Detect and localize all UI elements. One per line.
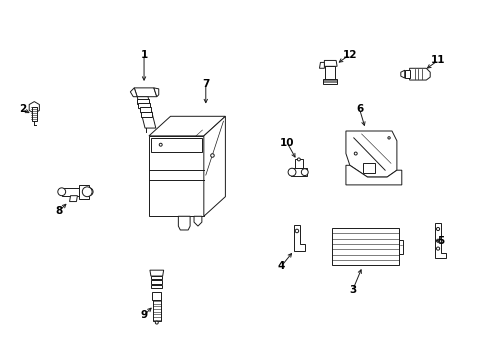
- Circle shape: [301, 169, 307, 176]
- Polygon shape: [319, 62, 324, 68]
- Circle shape: [436, 239, 439, 242]
- Text: 1: 1: [140, 50, 147, 59]
- Polygon shape: [134, 88, 157, 97]
- Polygon shape: [149, 116, 225, 136]
- Circle shape: [387, 137, 389, 139]
- Polygon shape: [137, 99, 149, 104]
- Polygon shape: [139, 107, 151, 112]
- Polygon shape: [69, 196, 77, 202]
- Polygon shape: [434, 223, 445, 258]
- Polygon shape: [138, 103, 150, 108]
- Polygon shape: [151, 280, 162, 284]
- Polygon shape: [323, 79, 336, 84]
- Polygon shape: [151, 276, 162, 279]
- Text: 9: 9: [140, 310, 147, 320]
- Bar: [32, 107, 37, 121]
- Bar: [331, 228, 398, 265]
- Polygon shape: [130, 88, 137, 97]
- Polygon shape: [150, 270, 163, 276]
- Polygon shape: [325, 66, 334, 82]
- Polygon shape: [154, 88, 159, 97]
- Text: 11: 11: [430, 55, 445, 66]
- Circle shape: [82, 187, 92, 197]
- Circle shape: [159, 143, 162, 146]
- Text: 7: 7: [202, 79, 209, 89]
- Polygon shape: [141, 112, 152, 117]
- Polygon shape: [345, 165, 401, 185]
- Polygon shape: [203, 116, 225, 216]
- Polygon shape: [404, 70, 409, 78]
- Polygon shape: [290, 168, 306, 176]
- Polygon shape: [293, 225, 304, 251]
- Circle shape: [287, 168, 295, 176]
- Polygon shape: [29, 102, 40, 113]
- Polygon shape: [345, 131, 396, 177]
- Bar: [398, 240, 402, 253]
- Circle shape: [297, 158, 300, 161]
- Polygon shape: [149, 136, 203, 216]
- Text: 4: 4: [277, 261, 285, 271]
- Polygon shape: [61, 188, 83, 196]
- Polygon shape: [137, 97, 156, 128]
- Circle shape: [436, 228, 439, 230]
- Bar: [151, 138, 202, 152]
- Circle shape: [353, 152, 356, 155]
- Polygon shape: [294, 159, 302, 168]
- Polygon shape: [79, 185, 89, 199]
- Text: 3: 3: [348, 285, 356, 295]
- Text: 12: 12: [342, 50, 356, 59]
- Bar: [362, 163, 375, 173]
- Polygon shape: [324, 60, 336, 66]
- Text: 6: 6: [355, 104, 363, 114]
- Circle shape: [85, 188, 93, 196]
- Polygon shape: [400, 70, 404, 78]
- Polygon shape: [178, 216, 190, 230]
- Text: 2: 2: [19, 104, 26, 114]
- Circle shape: [58, 188, 65, 196]
- Circle shape: [436, 247, 439, 250]
- Text: 8: 8: [55, 206, 62, 216]
- Circle shape: [295, 229, 298, 233]
- Polygon shape: [194, 216, 202, 226]
- Polygon shape: [409, 68, 429, 80]
- Circle shape: [155, 321, 158, 324]
- Polygon shape: [151, 285, 162, 288]
- Bar: [153, 300, 161, 321]
- Polygon shape: [152, 292, 161, 300]
- Circle shape: [210, 154, 214, 157]
- Text: 10: 10: [279, 138, 294, 148]
- Text: 5: 5: [436, 236, 444, 246]
